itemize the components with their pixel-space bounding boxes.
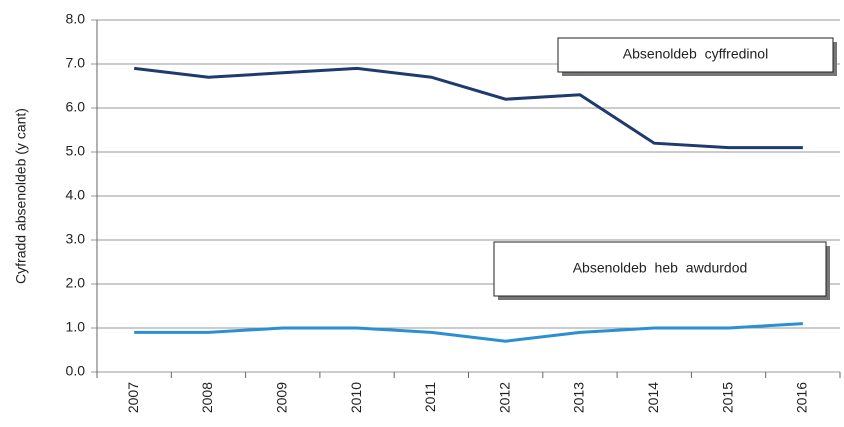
legend-label: Absenoldeb cyffredinol bbox=[623, 46, 768, 62]
x-tick-label: 2011 bbox=[422, 382, 438, 412]
y-tick-label: 1.0 bbox=[66, 319, 86, 335]
legend-box bbox=[557, 37, 834, 73]
y-tick-label: 7.0 bbox=[66, 55, 86, 71]
y-tick-label: 5.0 bbox=[66, 143, 86, 159]
y-tick-label: 3.0 bbox=[66, 231, 86, 247]
legend-label: Absenoldeb heb awdurdod bbox=[573, 260, 748, 276]
y-tick-label: 2.0 bbox=[66, 275, 86, 291]
legend-box bbox=[493, 241, 827, 297]
x-tick-label: 2008 bbox=[199, 382, 215, 413]
x-tick-label: 2012 bbox=[496, 382, 512, 413]
y-tick-label: 8.0 bbox=[66, 11, 86, 27]
line-series bbox=[134, 322, 803, 343]
y-tick-label: 0.0 bbox=[66, 363, 86, 379]
y-axis-label: Cyfradd absenoldeb (y cant) bbox=[13, 108, 29, 284]
x-tick-label: 2009 bbox=[273, 382, 289, 413]
x-tick-label: 2010 bbox=[348, 382, 364, 413]
x-tick-label: 2016 bbox=[794, 382, 810, 413]
x-tick-label: 2014 bbox=[645, 382, 661, 413]
line-series bbox=[133, 66, 803, 150]
x-tick-label: 2015 bbox=[719, 382, 735, 413]
y-tick-label: 4.0 bbox=[66, 187, 86, 203]
y-tick-label: 6.0 bbox=[66, 99, 86, 115]
x-tick-label: 2013 bbox=[571, 382, 587, 413]
x-tick-label: 2007 bbox=[125, 382, 141, 413]
